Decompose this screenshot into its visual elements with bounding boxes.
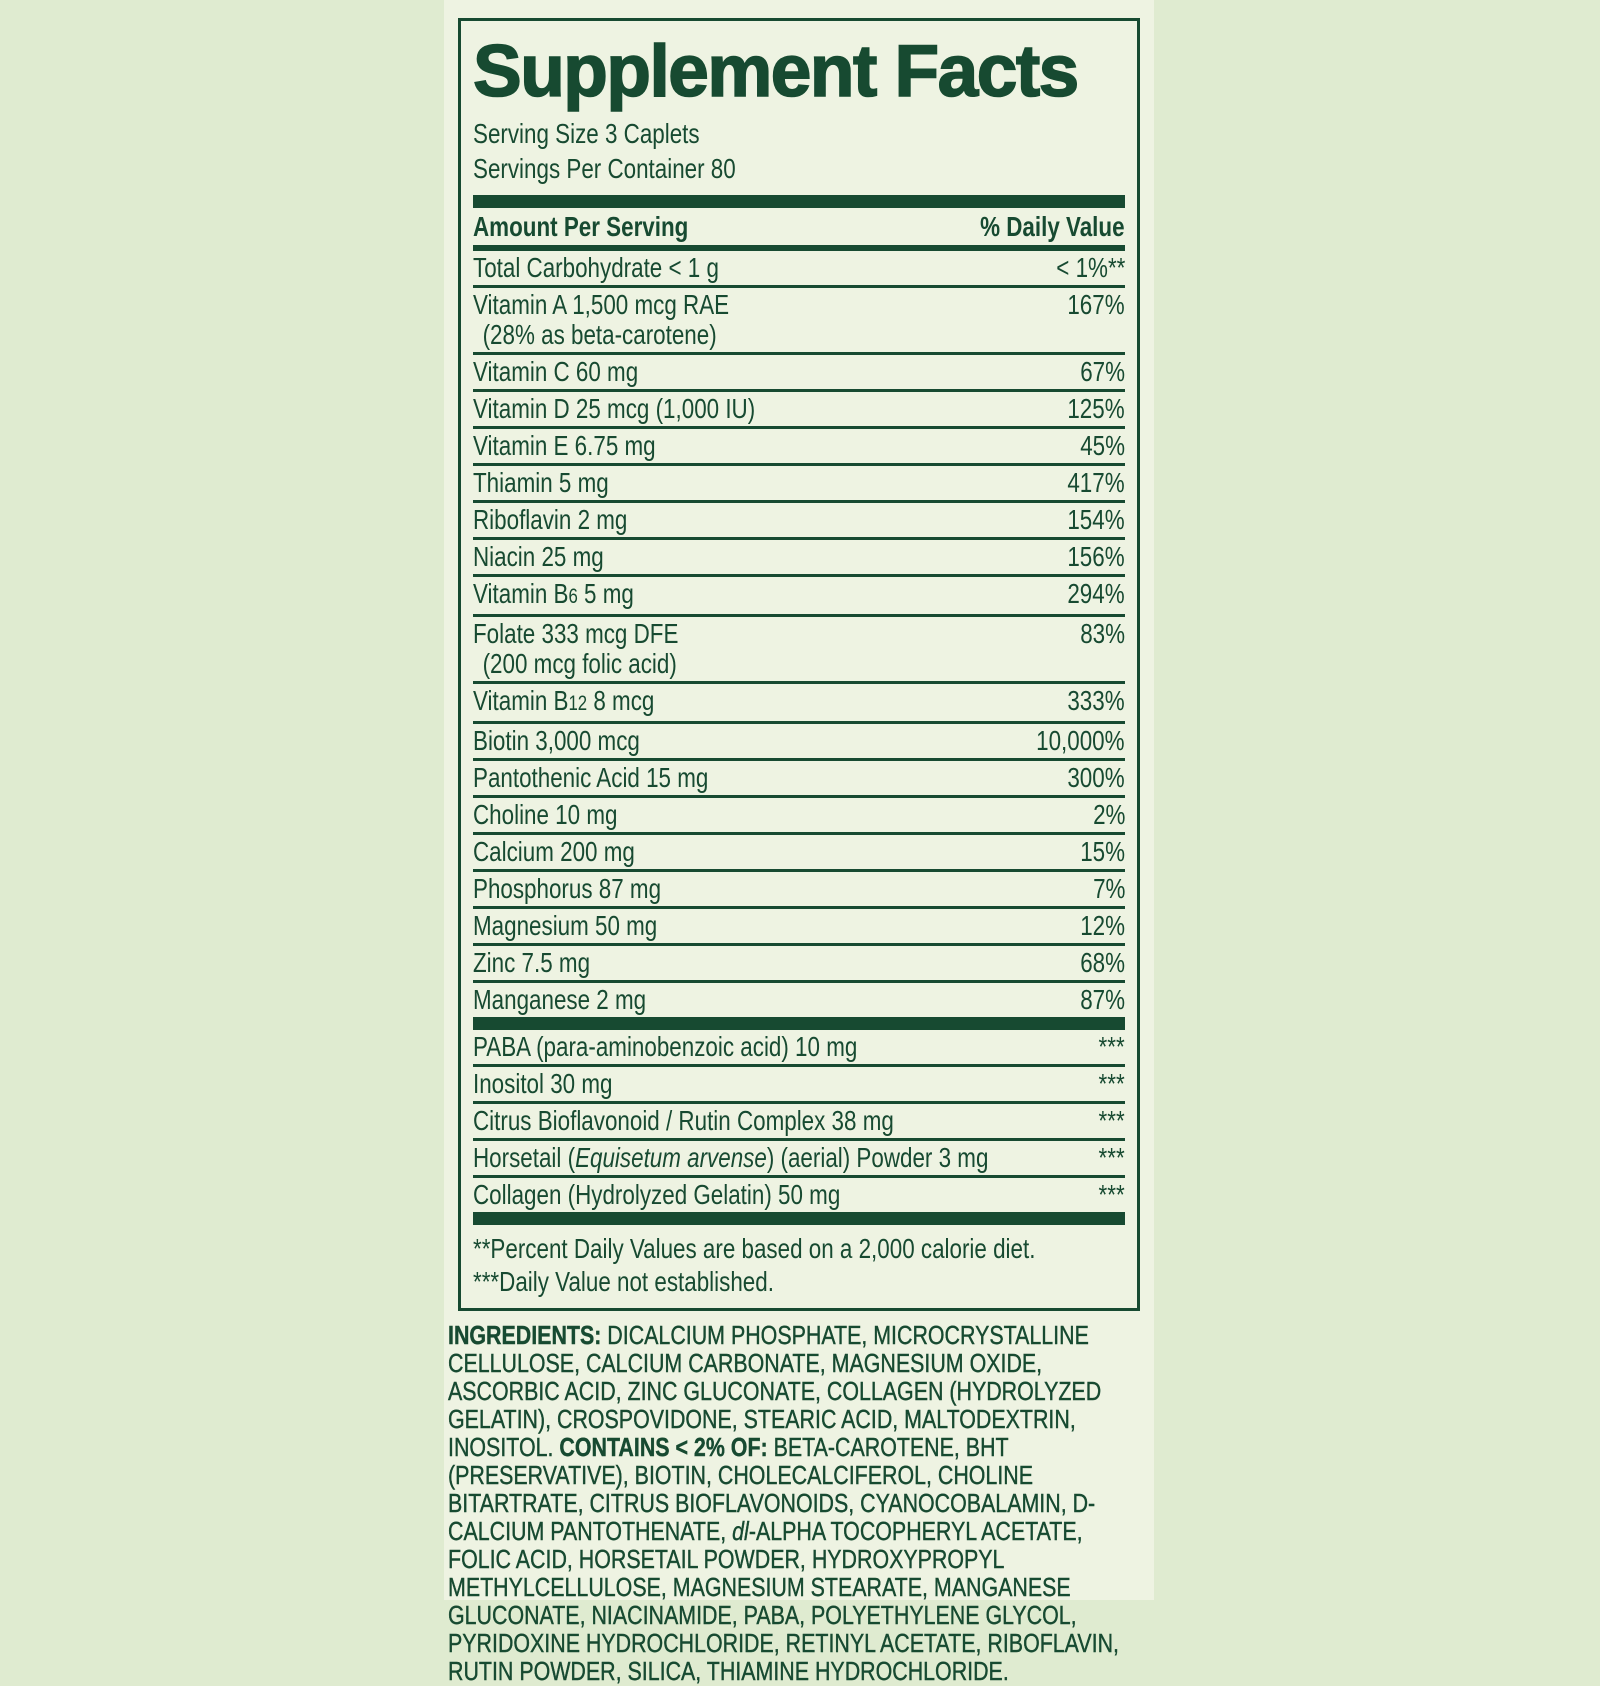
nutrient-name: Zinc 7.5 mg [473,947,591,978]
nutrient-row: Vitamin C 60 mg 67% [473,352,1125,389]
nutrient-name: Vitamin B12 8 mcg [473,685,655,716]
daily-value: < 1%** [1055,252,1125,283]
nutrient-name: Thiamin 5 mg [473,467,609,498]
nutrient-row: Biotin 3,000 mcg 10,000% [473,721,1125,758]
nutrient-name: Vitamin C 60 mg [473,356,639,387]
daily-value: 2% [1092,799,1125,830]
nutrient-row: Choline 10 mg 2% [473,795,1125,832]
servings-per-container-text: Servings Per Container 80 [473,153,736,184]
page-background: { "colors": { "bg": "#dfebd0", "panel": … [444,0,1154,1686]
nutrient-row: Vitamin B6 5 mg 294% [473,574,1125,614]
contains-label: CONTAINS < 2% OF: [559,1432,768,1462]
nutrient-row: Folate 333 mcg DFE (200 mcg folic acid) … [473,614,1125,681]
nutrient-name-line2: (28% as beta-carotene) [482,319,717,350]
nutrient-name: Calcium 200 mg [473,836,635,867]
daily-value: 7% [1092,873,1125,904]
nutrient-name: Riboflavin 2 mg [473,504,628,535]
divider-bar-thick [473,1212,1125,1225]
serving-size-text: Serving Size 3 Caplets [473,118,700,149]
botanical-rows: PABA (para-aminobenzoic acid) 10 mg *** … [473,1030,1125,1212]
serving-size: Serving Size 3 Caplets [473,116,1125,151]
nutrient-row: Vitamin B12 8 mcg 333% [473,681,1125,721]
daily-value: *** [1098,1068,1125,1099]
daily-value: 67% [1080,356,1125,387]
daily-value: 300% [1067,762,1125,793]
nutrient-name: Choline 10 mg [473,799,618,830]
nutrient-name: Horsetail (Equisetum arvense) (aerial) P… [473,1142,989,1173]
supplement-facts-box: Supplement Facts Serving Size 3 Caplets … [458,18,1140,1311]
daily-value: *** [1098,1142,1125,1173]
divider-bar-thin [473,245,1125,251]
nutrient-row: Manganese 2 mg 87% [473,980,1125,1017]
daily-value: 167% [1067,289,1125,320]
nutrient-row: Total Carbohydrate < 1 g < 1%** [473,251,1125,285]
nutrient-row: Pantothenic Acid 15 mg 300% [473,758,1125,795]
nutrient-row: Niacin 25 mg 156% [473,537,1125,574]
daily-value: 12% [1080,910,1125,941]
nutrient-rows: Total Carbohydrate < 1 g < 1%** Vitamin … [473,251,1125,1017]
nutrient-name: Folate 333 mcg DFE (200 mcg folic acid) [473,619,1061,679]
divider-bar-thick [473,1017,1125,1030]
nutrient-name: PABA (para-aminobenzoic acid) 10 mg [473,1031,858,1062]
label-panel: Supplement Facts Serving Size 3 Caplets … [444,0,1154,1685]
divider-bar-thick [473,195,1125,208]
daily-value: 83% [1080,618,1125,649]
nutrient-row: Thiamin 5 mg 417% [473,463,1125,500]
nutrient-row: Vitamin E 6.75 mg 45% [473,426,1125,463]
nutrient-name: Magnesium 50 mg [473,910,658,941]
nutrient-name: Inositol 30 mg [473,1068,613,1099]
ingredients-label: INGREDIENTS: [448,1320,602,1350]
botanical-row: Horsetail (Equisetum arvense) (aerial) P… [473,1138,1125,1175]
ingredients-paragraph: INGREDIENTS: DICALCIUM PHOSPHATE, MICROC… [448,1320,1119,1686]
nutrient-name: Biotin 3,000 mcg [473,725,640,756]
botanical-row: Citrus Bioflavonoid / Rutin Complex 38 m… [473,1101,1125,1138]
nutrient-name: Citrus Bioflavonoid / Rutin Complex 38 m… [473,1105,894,1136]
daily-value-header: % Daily Value [980,211,1125,242]
daily-value: *** [1098,1105,1125,1136]
nutrient-name: Vitamin A 1,500 mcg RAE (28% as beta-car… [473,290,1045,350]
nutrient-name: Phosphorus 87 mg [473,873,662,904]
daily-value: 15% [1080,836,1125,867]
botanical-row: PABA (para-aminobenzoic acid) 10 mg *** [473,1030,1125,1064]
nutrient-row: Vitamin A 1,500 mcg RAE (28% as beta-car… [473,285,1125,352]
nutrient-name: Vitamin B6 5 mg [473,578,634,609]
nutrient-name: Vitamin E 6.75 mg [473,430,656,461]
daily-value: 417% [1067,467,1125,498]
daily-value: *** [1098,1031,1125,1062]
daily-value: *** [1098,1179,1125,1210]
footnotes: **Percent Daily Values are based on a 2,… [473,1225,1125,1308]
servings-per-container: Servings Per Container 80 [473,151,1125,186]
nutrient-name-line2: (200 mcg folic acid) [482,648,677,679]
nutrient-row: Vitamin D 25 mcg (1,000 IU) 125% [473,389,1125,426]
nutrient-row: Riboflavin 2 mg 154% [473,500,1125,537]
daily-value: 294% [1067,578,1125,609]
nutrient-name: Manganese 2 mg [473,984,647,1015]
nutrient-name: Collagen (Hydrolyzed Gelatin) 50 mg [473,1179,841,1210]
daily-value: 156% [1067,541,1125,572]
daily-value: 333% [1067,685,1125,716]
daily-value: 87% [1080,984,1125,1015]
amount-per-serving-header: Amount Per Serving [473,211,689,242]
nutrient-row: Calcium 200 mg 15% [473,832,1125,869]
column-header-row: Amount Per Serving % Daily Value [473,208,1125,245]
nutrient-row: Magnesium 50 mg 12% [473,906,1125,943]
botanical-row: Inositol 30 mg *** [473,1064,1125,1101]
daily-value: 154% [1067,504,1125,535]
nutrient-name: Niacin 25 mg [473,541,604,572]
daily-value: 68% [1080,947,1125,978]
supplement-facts-title: Supplement Facts [472,31,1080,112]
nutrient-row: Zinc 7.5 mg 68% [473,943,1125,980]
botanical-row: Collagen (Hydrolyzed Gelatin) 50 mg *** [473,1175,1125,1212]
daily-value: 10,000% [1036,725,1125,756]
daily-value: 125% [1067,393,1125,424]
nutrient-name: Pantothenic Acid 15 mg [473,762,709,793]
daily-value: 45% [1080,430,1125,461]
nutrient-name: Total Carbohydrate < 1 g [473,252,719,283]
footnote-daily-values: **Percent Daily Values are based on a 2,… [473,1233,1036,1264]
nutrient-name: Vitamin D 25 mcg (1,000 IU) [473,393,756,424]
footnote-dv-not-established: ***Daily Value not established. [473,1266,774,1297]
nutrient-row: Phosphorus 87 mg 7% [473,869,1125,906]
